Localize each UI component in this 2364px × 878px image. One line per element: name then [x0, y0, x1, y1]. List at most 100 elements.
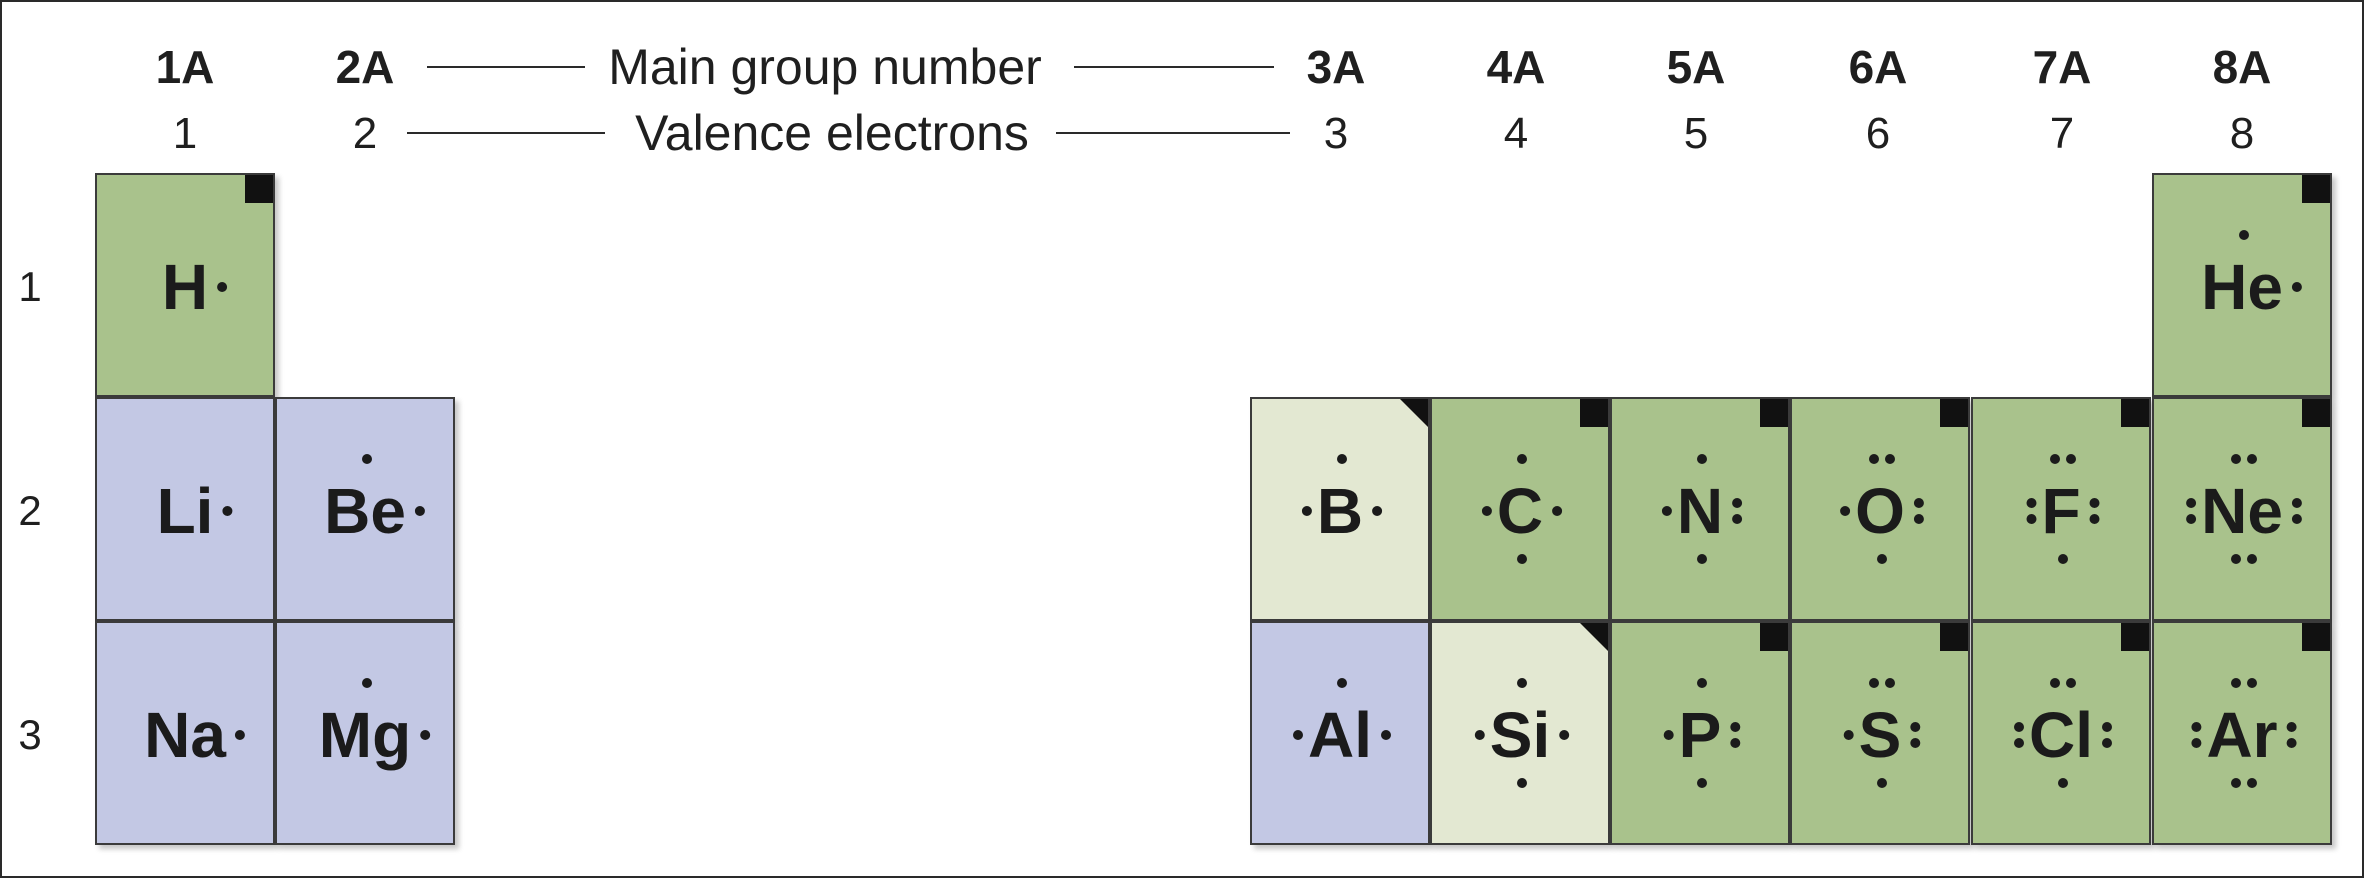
- valence-count-2: 2: [352, 109, 378, 158]
- square-marker: [2302, 623, 2330, 651]
- electron-dot-left: [1843, 730, 1854, 740]
- electron-dot-top: [1885, 678, 1895, 688]
- square-marker: [1580, 399, 1608, 427]
- valence-dots: [2026, 454, 2100, 564]
- electron-dot-right: [414, 506, 425, 516]
- electron-dot-bottom: [2247, 778, 2257, 788]
- square-marker: [1940, 623, 1968, 651]
- electron-dot-right: [1910, 722, 1921, 732]
- electron-dot-right: [1910, 738, 1921, 748]
- electron-dot-top: [362, 678, 372, 688]
- element-symbol: Mg: [318, 699, 412, 771]
- valence-dots: [1474, 678, 1570, 788]
- electron-dot-left: [1474, 730, 1485, 740]
- electron-dot-right: [2089, 514, 2100, 524]
- square-marker: [245, 175, 273, 203]
- electron-dot-right: [2102, 738, 2112, 748]
- element-symbol: Si: [1489, 699, 1551, 771]
- electron-dot-bottom: [1877, 778, 1887, 788]
- electron-dot-right: [1381, 730, 1391, 740]
- electron-dot-bottom: [2247, 554, 2257, 564]
- element-symbol: B: [1316, 475, 1364, 547]
- electron-dot-bottom: [1697, 554, 1707, 564]
- electron-dot-left: [2026, 498, 2037, 508]
- element-tile-b: B: [1250, 397, 1430, 621]
- group-number-5a: 5A: [1666, 41, 1726, 93]
- electron-dot-top: [2066, 454, 2076, 464]
- element-symbol: He: [2201, 251, 2283, 323]
- element-symbol: Be: [324, 475, 406, 547]
- element-symbol: S: [1858, 699, 1902, 771]
- electron-dot-right: [1913, 498, 1924, 508]
- electron-dot-bottom: [2058, 778, 2068, 788]
- electron-dot-left: [2014, 722, 2024, 732]
- valence-dots: [2239, 230, 2302, 292]
- electron-dot-left: [2014, 738, 2024, 748]
- element-symbol: Ne: [2201, 475, 2283, 547]
- valence-dots: [1661, 454, 1743, 564]
- electron-dot-right: [2291, 514, 2302, 524]
- electron-dot-left: [2191, 738, 2202, 748]
- electron-dot-left: [1663, 730, 1674, 740]
- element-tile-h: H: [95, 173, 275, 397]
- electron-dot-top: [2247, 454, 2257, 464]
- element-tile-li: Li: [95, 397, 275, 621]
- element-tile-f: F: [1971, 397, 2151, 621]
- electron-dot-right: [2089, 498, 2100, 508]
- electron-dot-left: [1661, 506, 1672, 516]
- electron-dot-top: [2247, 678, 2257, 688]
- group-number-caption: Main group number: [608, 39, 1042, 95]
- element-tile-s: S: [1790, 621, 1970, 845]
- valence-count-4: 4: [1503, 109, 1529, 158]
- valence-dots: [222, 506, 233, 516]
- electron-dot-left: [1301, 506, 1312, 516]
- element-tile-o: O: [1790, 397, 1970, 621]
- electron-dot-right: [2286, 738, 2297, 748]
- electron-dot-right: [222, 506, 233, 516]
- element-tile-he: He: [2152, 173, 2332, 397]
- electron-dot-top: [2231, 678, 2241, 688]
- electron-dot-top: [1517, 678, 1527, 688]
- element-symbol: Ar: [2206, 699, 2278, 771]
- electron-dot-right: [1730, 738, 1741, 748]
- electron-dot-bottom: [1697, 778, 1707, 788]
- valence-dots: [1481, 454, 1563, 564]
- group-number-7a: 7A: [2032, 41, 2092, 93]
- valence-count-6: 6: [1865, 109, 1891, 158]
- electron-dot-top: [1337, 678, 1347, 688]
- valence-dots: [217, 282, 228, 292]
- electron-dot-right: [1552, 506, 1563, 516]
- valence-caption-leader-right: [1056, 132, 1290, 134]
- period-label-3: 3: [18, 711, 42, 758]
- valence-dots: [362, 454, 425, 516]
- electron-dot-right: [2291, 498, 2302, 508]
- electron-dot-top: [1885, 454, 1895, 464]
- electron-dot-right: [1732, 498, 1743, 508]
- electron-dot-top: [2066, 678, 2076, 688]
- square-marker: [1760, 623, 1788, 651]
- valence-caption-leader-left: [407, 132, 605, 134]
- square-marker: [2121, 623, 2149, 651]
- square-marker: [1760, 399, 1788, 427]
- group-number-2a: 2A: [335, 41, 395, 93]
- electron-dot-top: [2239, 230, 2249, 240]
- element-tile-ne: Ne: [2152, 397, 2332, 621]
- square-marker: [1940, 399, 1968, 427]
- triangle-marker: [1580, 623, 1608, 651]
- element-symbol: Cl: [2029, 699, 2093, 771]
- element-symbol: Al: [1308, 699, 1372, 771]
- valence-dots: [2014, 678, 2112, 788]
- element-tile-cl: Cl: [1971, 621, 2151, 845]
- element-tile-n: N: [1610, 397, 1790, 621]
- electron-dot-bottom: [1517, 778, 1527, 788]
- electron-dot-right: [420, 730, 431, 740]
- electron-dot-top: [1337, 454, 1347, 464]
- valence-dots: [1301, 454, 1383, 516]
- valence-dots: [1663, 678, 1741, 788]
- element-symbol: C: [1496, 475, 1544, 547]
- element-symbol: H: [161, 251, 209, 323]
- element-tile-ar: Ar: [2152, 621, 2332, 845]
- element-symbol: P: [1678, 699, 1722, 771]
- electron-dot-top: [1869, 454, 1879, 464]
